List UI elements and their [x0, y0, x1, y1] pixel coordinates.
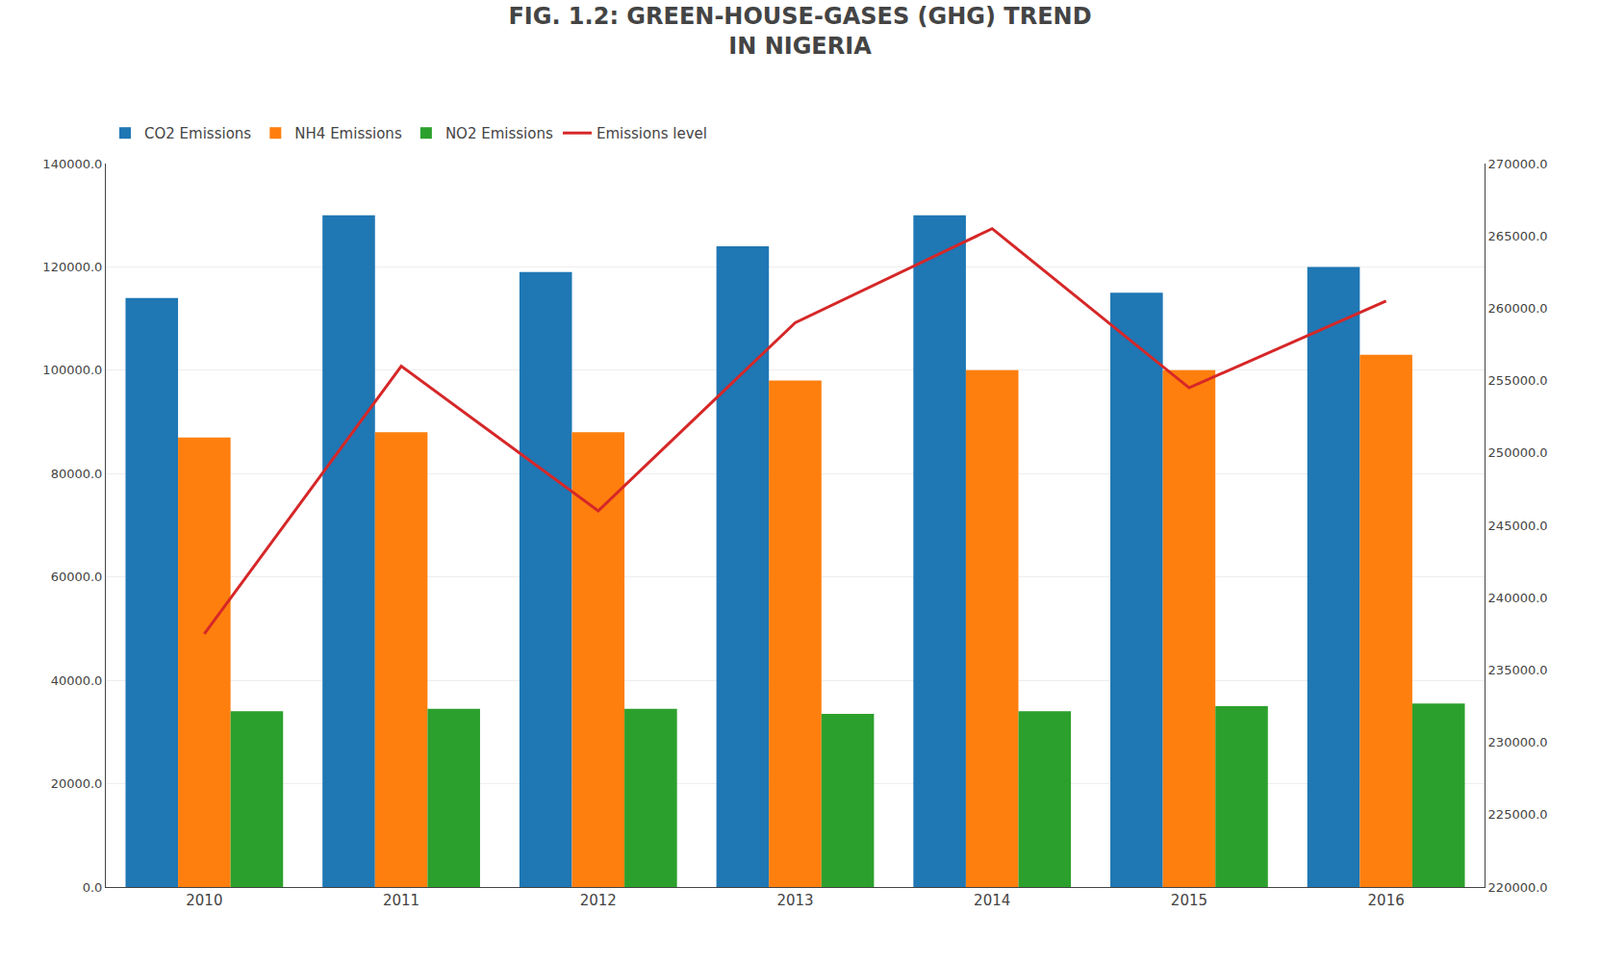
svg-text:240000.0: 240000.0	[1488, 590, 1549, 606]
svg-text:225000.0: 225000.0	[1488, 807, 1549, 822]
svg-text:0.0: 0.0	[82, 880, 103, 895]
svg-text:60000.0: 60000.0	[50, 569, 103, 585]
svg-text:265000.0: 265000.0	[1488, 228, 1549, 244]
svg-text:2012: 2012	[580, 891, 617, 910]
svg-text:Emissions level: Emissions level	[596, 125, 708, 143]
svg-text:250000.0: 250000.0	[1488, 445, 1549, 460]
svg-text:235000.0: 235000.0	[1488, 662, 1549, 678]
svg-text:FIG. 1.2: GREEN-HOUSE-GASES (G: FIG. 1.2: GREEN-HOUSE-GASES (GHG) TRENDI…	[507, 2, 1092, 60]
svg-text:2011: 2011	[382, 891, 420, 910]
svg-text:2015: 2015	[1170, 891, 1208, 910]
svg-text:NH4 Emissions: NH4 Emissions	[294, 125, 403, 143]
svg-text:100000.0: 100000.0	[42, 362, 102, 378]
svg-text:CO2 Emissions: CO2 Emissions	[144, 125, 252, 143]
svg-text:260000.0: 260000.0	[1488, 301, 1549, 316]
svg-text:140000.0: 140000.0	[42, 156, 102, 172]
svg-text:2014: 2014	[973, 891, 1011, 910]
svg-text:220000.0: 220000.0	[1488, 880, 1549, 895]
svg-text:40000.0: 40000.0	[50, 673, 103, 688]
svg-text:270000.0: 270000.0	[1488, 156, 1549, 172]
svg-text:120000.0: 120000.0	[42, 259, 102, 275]
svg-text:230000.0: 230000.0	[1488, 735, 1549, 750]
svg-text:255000.0: 255000.0	[1488, 373, 1549, 388]
svg-text:80000.0: 80000.0	[50, 466, 103, 482]
svg-text:245000.0: 245000.0	[1488, 518, 1549, 534]
svg-text:NO2 Emissions: NO2 Emissions	[445, 125, 554, 143]
svg-text:2010: 2010	[185, 891, 223, 910]
svg-text:20000.0: 20000.0	[50, 776, 103, 791]
svg-text:2016: 2016	[1368, 891, 1405, 910]
svg-text:2013: 2013	[776, 891, 813, 910]
